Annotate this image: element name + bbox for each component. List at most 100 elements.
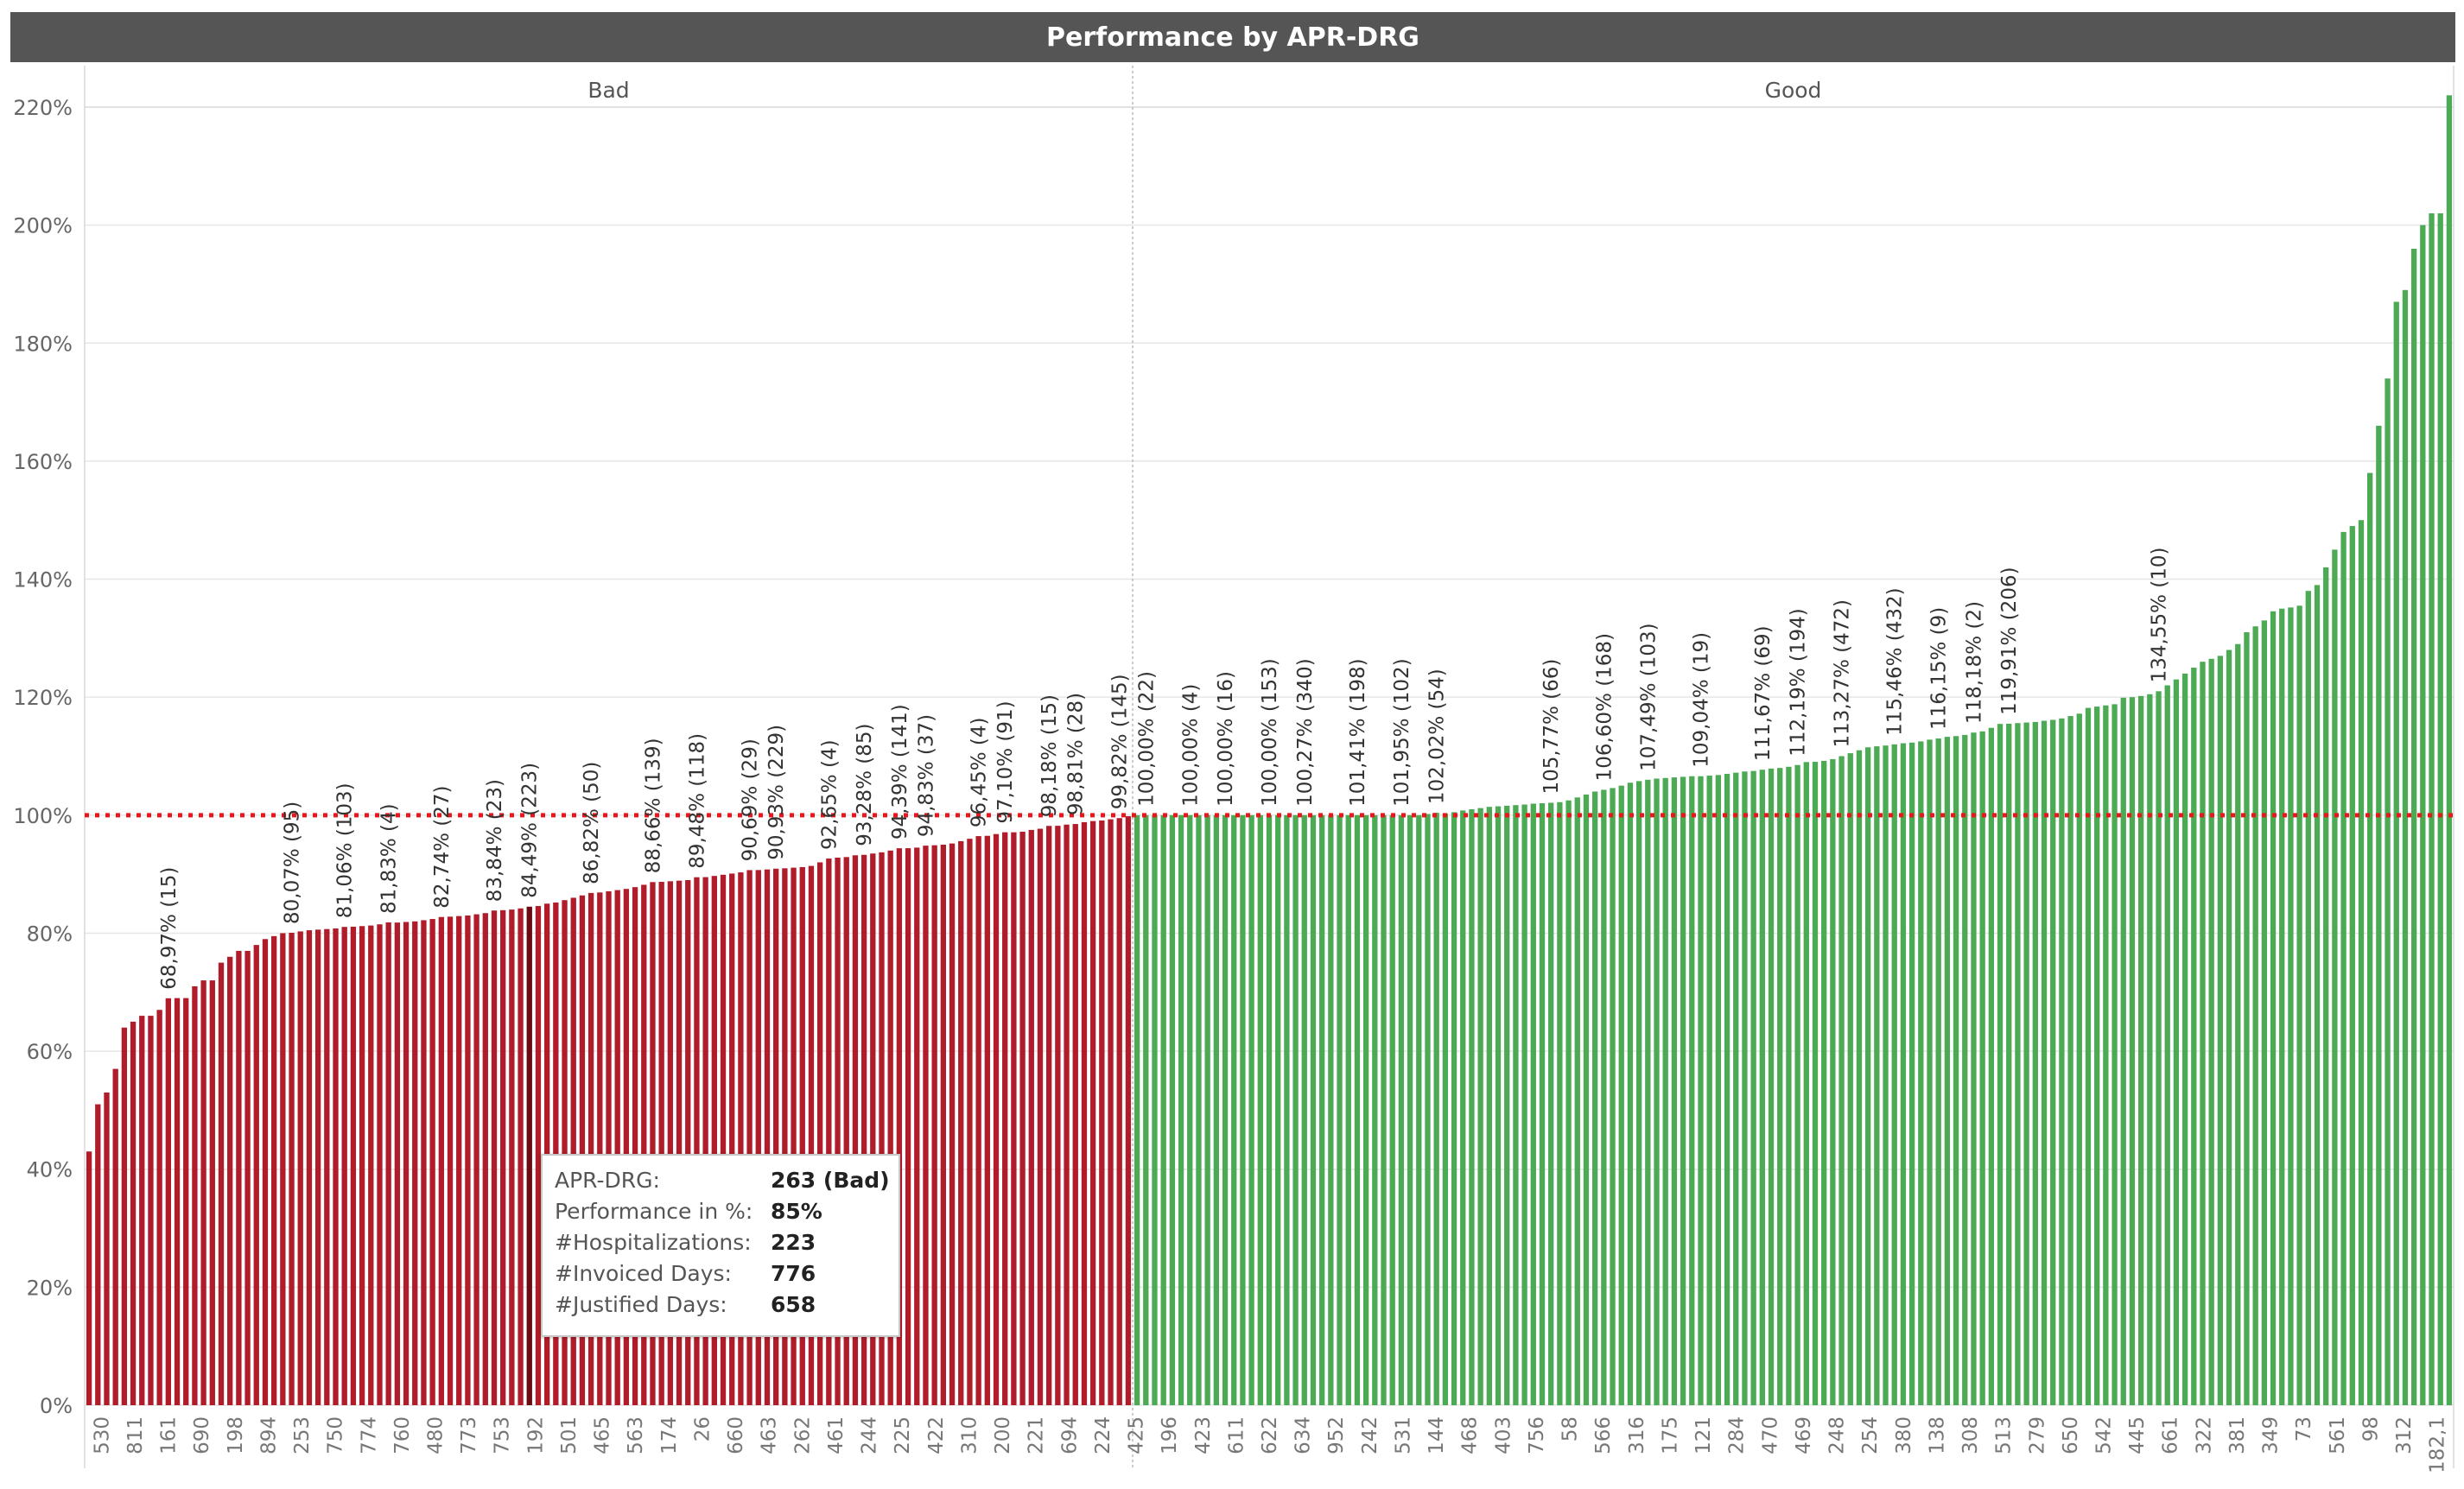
bar-bad [694,877,700,1405]
bar-good [1381,814,1387,1405]
bar-bad [870,853,876,1405]
tooltip-key: #Justified Days: [555,1292,727,1317]
data-label-good: 100,00% (4) [1179,684,1202,807]
bar-good [1883,745,1889,1405]
bar-good [1618,785,1624,1405]
bar-bad [244,950,251,1405]
bar-good [1864,747,1871,1405]
bar-bad [526,906,532,1405]
bar-bad [816,862,823,1405]
bar-bad [350,926,357,1405]
chart-title-bar: Performance by APR-DRG [10,12,2455,62]
bar-bad [1028,829,1034,1405]
bar-good [2147,694,2153,1405]
data-label-bad: 94,83% (37) [915,714,937,837]
bar-good [2023,722,2029,1405]
data-label-bad: 93,28% (85) [854,723,876,846]
bar-good [1574,797,1580,1405]
bar-good [1451,812,1457,1405]
bar-good [1222,814,1229,1405]
x-tick-label: 182,1 [2427,1416,2449,1473]
bar-good [1318,814,1325,1405]
bar-bad [843,857,849,1405]
bar-good [1635,781,1642,1405]
bar-bad [1089,821,1096,1405]
bar-good [2305,591,2311,1405]
data-label-bad: 98,18% (15) [1038,694,1061,817]
x-tick-label: 463 [759,1416,781,1454]
bar-good [2279,608,2285,1405]
bar-good [1821,760,1827,1405]
bar-good [2041,720,2048,1405]
bar-bad [86,1151,92,1405]
x-tick-label: 310 [958,1416,981,1454]
bar-bad [262,939,269,1405]
bar-good [2270,611,2277,1405]
bar-good [1187,814,1193,1405]
bar-bad [394,922,401,1405]
bar-good [1513,805,1519,1405]
bar-bad [403,922,410,1405]
x-tick-label: 242 [1359,1416,1381,1454]
bar-bad [148,1016,154,1405]
bar-good [1143,814,1149,1405]
bar-good [2015,723,2021,1405]
bar-bad [1011,832,1017,1405]
bar-good [1337,814,1343,1405]
bar-bad [139,1016,145,1405]
data-label-good: 118,18% (2) [1963,601,1985,724]
bar-bad [1064,824,1070,1405]
x-tick-label: 622 [1259,1416,1281,1454]
bar-bad [200,980,206,1405]
bar-bad [156,1010,162,1405]
bar-bad [236,950,242,1405]
data-label-bad: 68,97% (15) [158,867,181,990]
bar-bad [764,869,771,1405]
bar-good [1935,738,1941,1405]
data-label-good: 119,91% (206) [1998,567,2021,715]
bar-good [1284,814,1290,1405]
tooltip-value: 658 [771,1292,816,1317]
bar-bad [509,909,515,1405]
bar-good [1196,814,1202,1405]
bar-bad [676,880,683,1405]
x-tick-label: 660 [725,1416,747,1454]
x-tick-label: 262 [791,1416,814,1454]
bar-good [2323,567,2329,1405]
bar-bad [782,868,788,1405]
bar-good [2367,472,2373,1405]
bar-bad [1055,826,1061,1405]
bar-good [1856,750,1863,1405]
x-tick-label: 760 [391,1416,414,1454]
bar-bad [227,956,233,1405]
bar-bad [852,855,859,1405]
bar-good [1900,743,1907,1405]
x-tick-label: 138 [1926,1416,1948,1454]
bar-good [2429,212,2435,1405]
x-tick-label: 650 [2060,1416,2082,1454]
x-tick-label: 221 [1026,1416,1048,1454]
x-tick-label: 224 [1092,1416,1115,1454]
x-tick-label: 501 [558,1416,581,1454]
x-tick-label: 192 [524,1416,547,1454]
facet-label-good: Good [1765,78,1822,103]
bar-good [1794,764,1800,1405]
bar-good [1689,776,1695,1405]
bar-good [1971,732,1977,1405]
bar-bad [341,927,347,1405]
bar-bad [253,945,259,1405]
bar-good [2252,626,2258,1405]
bar-bad [289,932,295,1405]
bar-good [2446,95,2453,1405]
bar-good [1257,814,1263,1405]
bar-good [1275,814,1281,1405]
data-label-bad: 83,84% (23) [484,779,506,902]
chart-title: Performance by APR-DRG [1046,22,1419,53]
bar-good [1680,776,1686,1405]
bar-bad [1108,819,1114,1405]
bar-good [1240,814,1246,1405]
x-tick-label: 753 [492,1416,514,1454]
bar-bad [597,892,603,1405]
bar-bad [791,867,797,1405]
bar-bad [623,889,630,1405]
